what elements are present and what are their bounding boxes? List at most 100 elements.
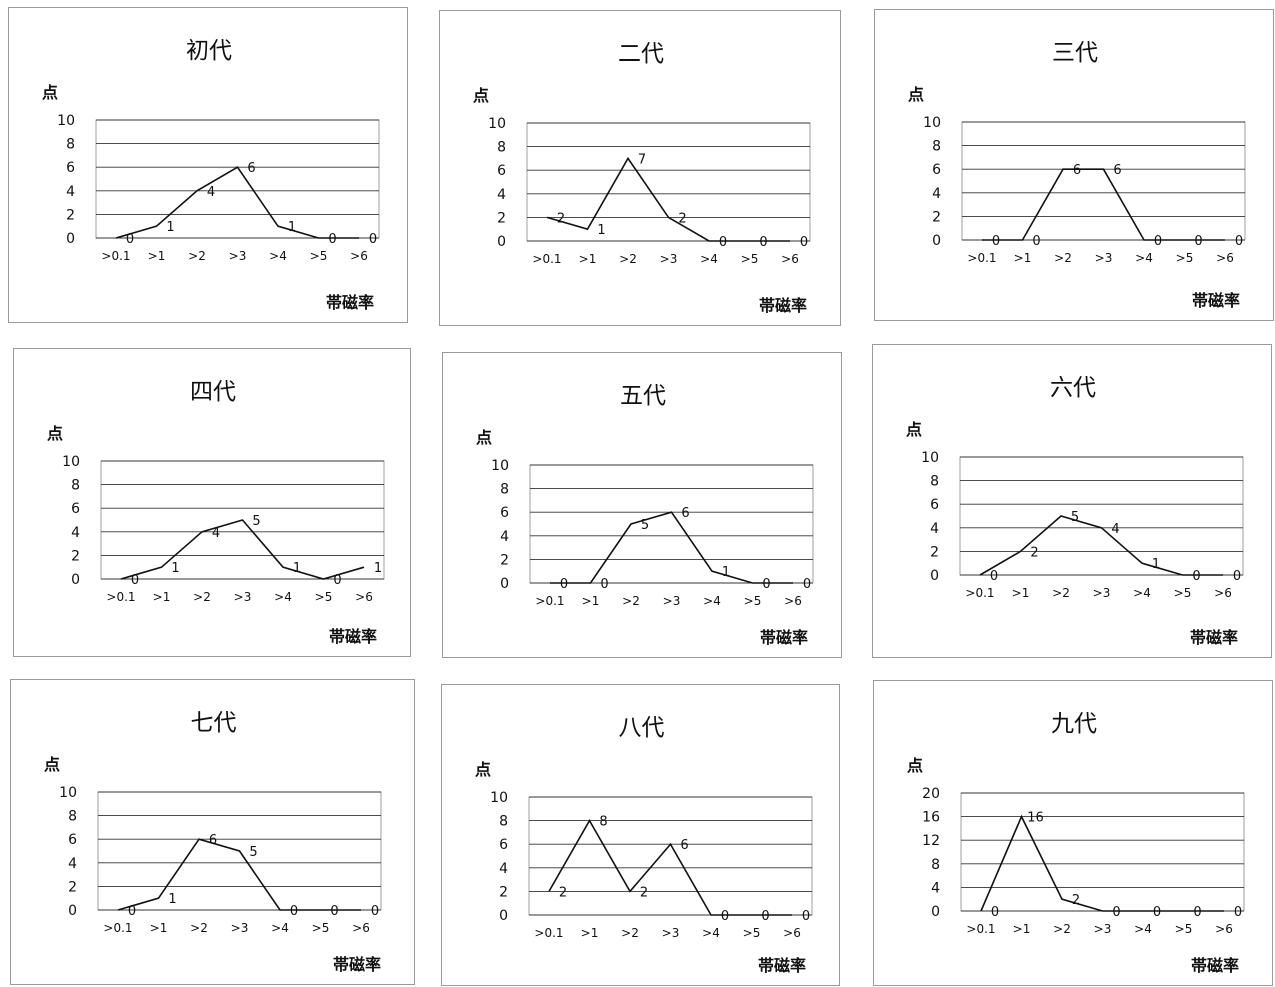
data-label: 5 — [252, 514, 260, 529]
data-label: 6 — [1113, 163, 1121, 178]
plot-area — [959, 456, 1244, 576]
x-tick-label: >4 — [271, 921, 289, 935]
y-tick-label: 6 — [68, 832, 77, 848]
series-line — [546, 156, 790, 242]
chart-title: 三代 — [1052, 40, 1098, 66]
x-tick-label: >3 — [234, 590, 252, 604]
y-tick-label: 0 — [71, 572, 80, 588]
chart-panel-7: 七代点帯磁率 0 2 4 6 8 10 >0.1 >1 >2 >3 >4 >5 >6 0 1 6 5 0 0 0 — [10, 679, 415, 985]
y-tick-label: 0 — [932, 233, 941, 249]
y-tick-label: 10 — [921, 450, 939, 466]
data-label: 0 — [800, 235, 808, 250]
y-tick-label: 20 — [922, 786, 940, 802]
y-tick-label: 10 — [923, 115, 941, 131]
data-label: 0 — [802, 909, 810, 924]
x-tick-label: >6 — [352, 921, 370, 935]
data-label: 1 — [168, 892, 176, 907]
y-axis-unit-label: 点 — [47, 424, 63, 443]
x-tick-label: >4 — [274, 590, 292, 604]
x-tick-label: >0.1 — [534, 926, 563, 940]
x-tick-label: >1 — [150, 921, 168, 935]
x-tick-label: >6 — [783, 926, 801, 940]
data-label: 4 — [207, 185, 215, 200]
data-label: 0 — [371, 904, 379, 919]
y-tick-label: 0 — [497, 234, 506, 250]
series-line — [980, 814, 1224, 912]
data-label: 0 — [126, 232, 134, 247]
x-tick-label: >0.1 — [532, 252, 561, 266]
data-label: 0 — [1112, 905, 1120, 920]
x-tick-label: >2 — [1053, 922, 1071, 936]
x-tick-label: >4 — [700, 252, 718, 266]
y-tick-label: 4 — [499, 861, 508, 877]
data-label: 2 — [640, 885, 648, 900]
data-label: 6 — [1073, 163, 1081, 178]
data-label: 2 — [557, 211, 565, 226]
x-tick-label: >4 — [1134, 922, 1152, 936]
y-tick-label: 2 — [497, 210, 506, 226]
x-tick-label: >2 — [621, 926, 639, 940]
data-label: 1 — [288, 220, 296, 235]
x-tick-label: >3 — [660, 252, 678, 266]
x-tick-label: >2 — [188, 249, 206, 263]
y-tick-label: 16 — [922, 810, 940, 826]
x-tick-label: >5 — [315, 590, 333, 604]
x-tick-label: >3 — [229, 249, 247, 263]
data-label: 16 — [1027, 811, 1044, 826]
x-axis-unit-label: 帯磁率 — [758, 956, 806, 975]
data-label: 2 — [1072, 893, 1080, 908]
y-tick-label: 0 — [931, 904, 940, 920]
data-label: 1 — [171, 561, 179, 576]
data-label: 0 — [131, 573, 139, 588]
x-tick-label: >6 — [1214, 586, 1232, 600]
x-tick-label: >2 — [619, 252, 637, 266]
x-tick-label: >5 — [744, 594, 762, 608]
data-label: 5 — [249, 845, 257, 860]
chart-title: 四代 — [190, 379, 236, 405]
y-tick-label: 0 — [499, 908, 508, 924]
y-tick-label: 4 — [500, 529, 509, 545]
data-label: 2 — [1030, 545, 1038, 560]
data-label: 6 — [680, 838, 688, 853]
y-axis-unit-label: 点 — [907, 756, 923, 775]
data-label: 2 — [678, 211, 686, 226]
y-tick-label: 4 — [930, 521, 939, 537]
plot-area — [961, 121, 1246, 241]
x-tick-label: >5 — [1174, 586, 1192, 600]
x-tick-label: >1 — [582, 594, 600, 608]
data-label: 0 — [600, 577, 608, 592]
x-tick-label: >2 — [1054, 251, 1072, 265]
y-tick-label: 6 — [930, 497, 939, 513]
x-axis-unit-label: 帯磁率 — [759, 296, 807, 315]
y-tick-label: 10 — [488, 116, 506, 132]
x-tick-label: >5 — [1175, 922, 1193, 936]
data-label: 0 — [1234, 905, 1242, 920]
data-label: 0 — [1032, 234, 1040, 249]
y-tick-label: 6 — [497, 163, 506, 179]
x-tick-label: >6 — [1216, 251, 1234, 265]
x-tick-label: >3 — [662, 926, 680, 940]
y-tick-label: 4 — [497, 187, 506, 203]
x-tick-label: >3 — [1095, 251, 1113, 265]
data-label: 0 — [1233, 569, 1241, 584]
chart-panel-3: 三代点帯磁率 0 2 4 6 8 10 >0.1 >1 >2 >3 >4 >5 >6 0 0 6 6 0 0 0 — [874, 9, 1274, 321]
x-tick-label: >3 — [1093, 586, 1111, 600]
data-label: 0 — [721, 909, 729, 924]
chart-panel-6: 六代点帯磁率 0 2 4 6 8 10 >0.1 >1 >2 >3 >4 >5 >6 0 2 5 4 1 0 0 — [872, 344, 1272, 658]
plot-area — [95, 119, 380, 239]
y-tick-label: 2 — [930, 544, 939, 560]
data-label: 0 — [369, 232, 377, 247]
y-tick-label: 8 — [499, 814, 508, 830]
y-tick-label: 6 — [71, 501, 80, 517]
y-axis-unit-label: 点 — [906, 420, 922, 439]
y-tick-label: 0 — [66, 231, 75, 247]
y-axis-unit-label: 点 — [908, 85, 924, 104]
y-tick-label: 2 — [68, 879, 77, 895]
data-label: 0 — [328, 232, 336, 247]
x-tick-label: >1 — [1013, 922, 1031, 936]
data-label: 5 — [1071, 510, 1079, 525]
